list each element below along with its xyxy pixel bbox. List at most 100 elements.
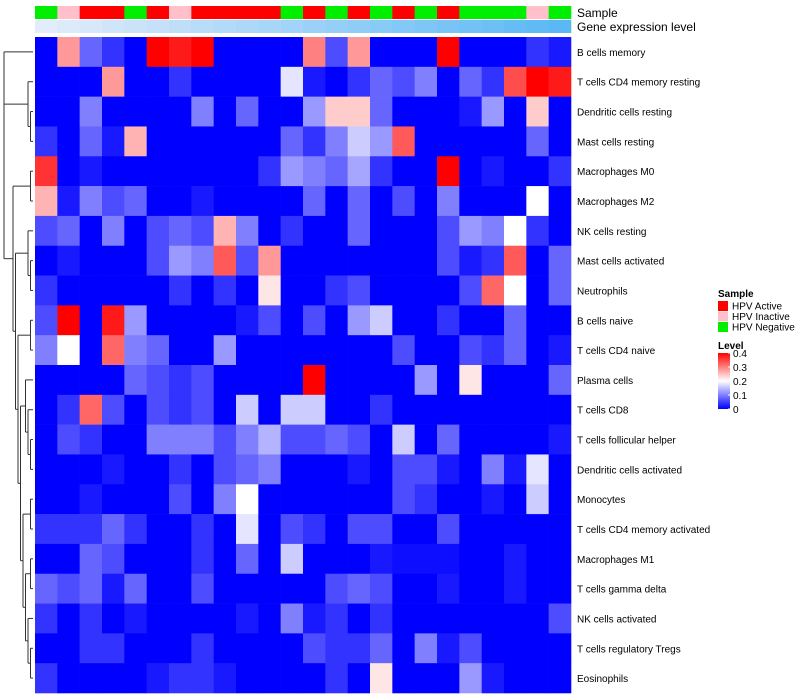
heatmap-cell bbox=[459, 37, 482, 68]
heatmap-cell bbox=[370, 156, 393, 187]
heatmap-cell bbox=[347, 66, 371, 97]
heatmap-cell bbox=[303, 126, 326, 157]
heatmap-cell bbox=[236, 245, 259, 276]
row-label: B cells naive bbox=[577, 316, 634, 327]
heatmap-cell bbox=[347, 365, 371, 396]
heatmap-cell bbox=[414, 186, 438, 217]
expression-annotation-cell bbox=[124, 20, 147, 33]
heatmap-cell bbox=[280, 543, 304, 575]
heatmap-cell bbox=[213, 66, 237, 97]
heatmap-cell bbox=[526, 215, 549, 247]
heatmap-cell bbox=[526, 603, 549, 634]
heatmap-cell bbox=[481, 573, 505, 604]
sample-annotation-cell bbox=[169, 6, 192, 19]
heatmap-cell bbox=[392, 215, 415, 247]
heatmap-cell bbox=[459, 215, 482, 247]
expression-annotation-cell bbox=[437, 20, 460, 33]
heatmap-cell bbox=[526, 126, 549, 157]
row-label: NK cells resting bbox=[577, 227, 646, 238]
heatmap-cell bbox=[57, 305, 80, 336]
heatmap-cell bbox=[280, 514, 304, 545]
heatmap-cell bbox=[414, 424, 438, 455]
heatmap-cell bbox=[347, 484, 371, 515]
heatmap-cell bbox=[303, 66, 326, 97]
heatmap-cell bbox=[124, 543, 147, 575]
heatmap-cell bbox=[57, 37, 80, 68]
heatmap-cell bbox=[213, 186, 237, 217]
heatmap-cell bbox=[213, 275, 237, 306]
heatmap-cell bbox=[35, 454, 58, 485]
heatmap-cell bbox=[414, 275, 438, 306]
heatmap-cell bbox=[280, 603, 304, 634]
heatmap-cell bbox=[191, 454, 214, 485]
row-label: Mast cells activated bbox=[577, 257, 664, 268]
heatmap-cell bbox=[526, 156, 549, 187]
heatmap-cell bbox=[57, 454, 80, 485]
heatmap-cell bbox=[35, 484, 58, 515]
legend-swatch bbox=[718, 322, 728, 332]
heatmap-cell bbox=[102, 454, 125, 485]
heatmap-cell bbox=[504, 484, 527, 515]
annotation-label-sample: Sample bbox=[577, 6, 618, 20]
heatmap-cell bbox=[191, 126, 214, 157]
heatmap-cell bbox=[124, 663, 147, 694]
heatmap-cell bbox=[57, 424, 80, 455]
heatmap-cell bbox=[213, 156, 237, 187]
heatmap-cell bbox=[258, 543, 281, 575]
heatmap-cell bbox=[79, 454, 103, 485]
heatmap-cell bbox=[79, 484, 103, 515]
heatmap-cell bbox=[146, 126, 170, 157]
heatmap-cell bbox=[526, 245, 549, 276]
heatmap-cell bbox=[146, 394, 170, 425]
heatmap-cell bbox=[236, 543, 259, 575]
heatmap-cell bbox=[370, 335, 393, 366]
heatmap-cell bbox=[258, 245, 281, 276]
heatmap-cell bbox=[280, 215, 304, 247]
heatmap-cell bbox=[481, 394, 505, 425]
heatmap-cell bbox=[548, 215, 572, 247]
heatmap-cell bbox=[213, 424, 237, 455]
heatmap-cell bbox=[57, 126, 80, 157]
heatmap-cell bbox=[370, 305, 393, 336]
heatmap-cell bbox=[57, 603, 80, 634]
heatmap-cell bbox=[102, 633, 125, 664]
heatmap-cell bbox=[191, 37, 214, 68]
heatmap-cell bbox=[102, 96, 125, 127]
row-label: Dendritic cells resting bbox=[577, 108, 672, 119]
heatmap-cell bbox=[258, 365, 281, 396]
heatmap-cell bbox=[548, 514, 572, 545]
heatmap-cell bbox=[414, 66, 438, 97]
legend-tick-label: 0.2 bbox=[733, 377, 747, 388]
heatmap-cell bbox=[146, 663, 170, 694]
heatmap-cell bbox=[392, 484, 415, 515]
heatmap-cell bbox=[258, 573, 281, 604]
heatmap-cell bbox=[191, 663, 214, 694]
heatmap-cell bbox=[191, 66, 214, 97]
heatmap-cell bbox=[392, 37, 415, 68]
expression-annotation-cell bbox=[347, 20, 371, 33]
heatmap-cell bbox=[124, 394, 147, 425]
heatmap-cell bbox=[325, 96, 348, 127]
heatmap-cell bbox=[191, 484, 214, 515]
heatmap-cell bbox=[504, 543, 527, 575]
heatmap-cell bbox=[370, 275, 393, 306]
heatmap-cell bbox=[548, 275, 572, 306]
legend-swatch bbox=[718, 301, 728, 311]
heatmap-cell bbox=[124, 305, 147, 336]
heatmap-cell bbox=[169, 573, 192, 604]
heatmap-cell bbox=[258, 663, 281, 694]
heatmap-cell bbox=[102, 424, 125, 455]
heatmap-cell bbox=[124, 186, 147, 217]
heatmap-cell bbox=[236, 335, 259, 366]
heatmap-cell bbox=[392, 186, 415, 217]
heatmap-cell bbox=[124, 484, 147, 515]
heatmap-cell bbox=[236, 424, 259, 455]
heatmap-cell bbox=[526, 335, 549, 366]
heatmap-cell bbox=[526, 454, 549, 485]
heatmap-cell bbox=[35, 573, 58, 604]
sample-annotation-cell bbox=[213, 6, 237, 19]
heatmap-cell bbox=[191, 245, 214, 276]
heatmap-cell bbox=[169, 394, 192, 425]
heatmap-cell bbox=[35, 514, 58, 545]
